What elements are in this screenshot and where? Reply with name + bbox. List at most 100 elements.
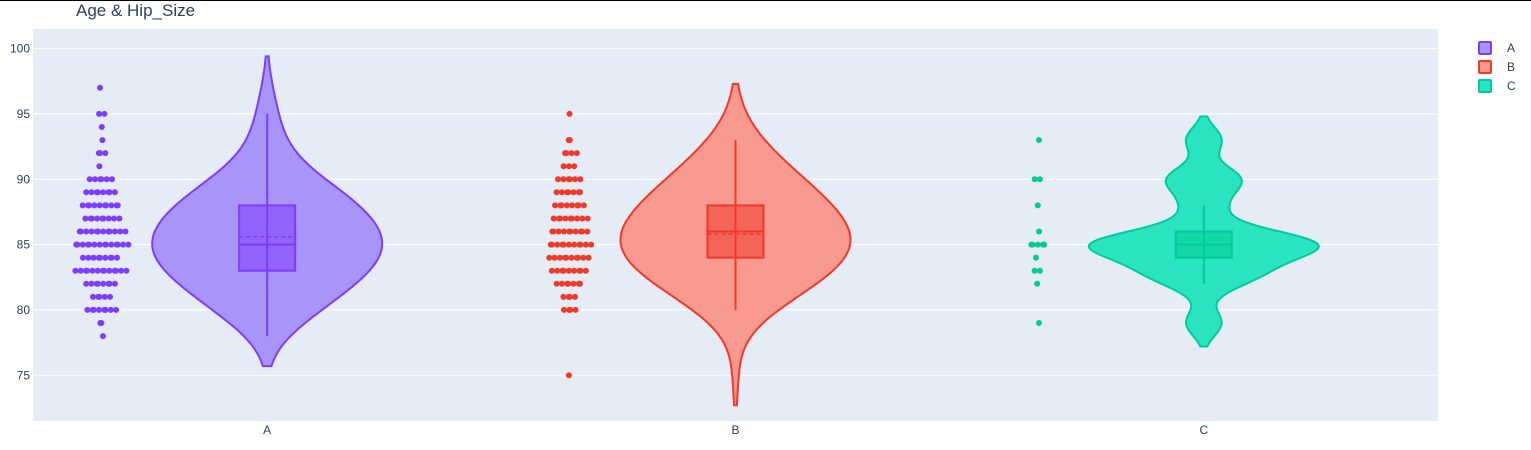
data-point-b: [588, 241, 595, 248]
data-point-b: [569, 202, 576, 209]
data-point-a: [108, 254, 115, 261]
y-tick-label-85: 85: [17, 238, 31, 252]
data-point-a: [117, 228, 124, 235]
y-axis-ticks: 75 80 85 90 95 100: [10, 42, 30, 383]
data-point-a: [102, 150, 109, 157]
data-point-b: [572, 306, 579, 313]
data-point-b: [552, 202, 559, 209]
data-point-c: [1034, 241, 1041, 248]
data-point-b: [570, 189, 577, 196]
data-point-b: [584, 228, 591, 235]
data-point-a: [103, 202, 110, 209]
legend-item-c[interactable]: C: [1478, 76, 1516, 95]
y-tick-label-80: 80: [17, 303, 31, 317]
data-point-a: [106, 267, 113, 274]
legend-item-a[interactable]: A: [1478, 38, 1516, 57]
data-point-a: [83, 280, 90, 287]
data-point-b: [567, 228, 574, 235]
violin-traces: [72, 55, 1320, 407]
data-point-a: [106, 228, 113, 235]
data-point-a: [72, 267, 79, 274]
data-point-b: [577, 189, 583, 196]
y-tick-label-75: 75: [17, 368, 31, 382]
data-point-a: [123, 267, 130, 274]
data-point-b: [565, 372, 572, 379]
data-point-b: [560, 293, 567, 300]
data-point-b: [577, 241, 584, 248]
legend-item-b[interactable]: B: [1478, 57, 1516, 76]
data-point-a: [94, 228, 101, 235]
data-point-a: [88, 280, 95, 287]
data-point-a: [116, 215, 123, 222]
data-point-b: [555, 176, 561, 183]
data-point-a: [98, 320, 105, 326]
data-point-a: [79, 202, 86, 209]
x-axis-ticks: A B C: [263, 423, 1208, 437]
data-point-c: [1034, 202, 1041, 209]
data-point-b: [571, 241, 578, 248]
data-point-b: [555, 228, 562, 235]
data-point-a: [84, 267, 91, 274]
data-point-a: [86, 202, 93, 209]
violin-trace-b: [546, 82, 852, 407]
legend-label-a: A: [1507, 40, 1516, 55]
data-point-b: [584, 215, 591, 222]
box-a: [238, 204, 297, 272]
data-point-a: [113, 306, 120, 313]
data-point-a: [90, 254, 97, 261]
data-point-b: [558, 189, 565, 196]
data-point-a: [96, 202, 103, 209]
data-point-a: [77, 228, 84, 235]
data-point-a: [98, 124, 105, 130]
data-point-a: [100, 228, 107, 235]
data-point-b: [572, 176, 578, 183]
data-point-a: [96, 110, 103, 117]
data-point-c: [1033, 254, 1039, 261]
data-point-c: [1036, 320, 1042, 326]
data-point-a: [94, 280, 101, 287]
data-point-b: [565, 189, 572, 196]
data-point-a: [100, 333, 106, 340]
data-point-b: [546, 254, 553, 261]
data-point-b: [572, 293, 578, 300]
data-point-b: [558, 202, 565, 209]
data-point-b: [568, 215, 575, 222]
data-point-a: [90, 293, 96, 300]
data-point-b: [582, 267, 589, 274]
data-point-a: [88, 228, 95, 235]
data-point-b: [557, 215, 564, 222]
data-point-a: [79, 241, 86, 248]
violin-trace-a: [72, 55, 384, 368]
data-point-a: [80, 254, 86, 261]
data-point-b: [572, 228, 579, 235]
data-point-a: [74, 241, 81, 248]
data-point-a: [106, 189, 113, 196]
data-point-c: [1034, 280, 1041, 287]
data-point-a: [105, 215, 112, 222]
data-point-a: [103, 176, 110, 183]
data-point-a: [99, 137, 106, 144]
data-point-b: [579, 228, 586, 235]
data-point-a: [120, 241, 127, 248]
data-point-a: [77, 267, 84, 274]
data-point-a: [82, 215, 89, 222]
data-point-a: [96, 241, 103, 248]
y-tick-label-90: 90: [17, 172, 31, 186]
legend-swatch-b: [1478, 59, 1492, 74]
data-point-b: [551, 254, 558, 261]
data-point-b: [579, 215, 586, 222]
data-point-a: [94, 267, 101, 274]
data-point-a: [101, 267, 108, 274]
data-point-b: [565, 163, 572, 170]
data-point-a: [83, 189, 90, 196]
data-point-a: [111, 228, 118, 235]
data-point-b: [565, 280, 572, 287]
data-point-a: [98, 176, 105, 183]
data-point-a: [114, 241, 121, 248]
data-point-b: [553, 280, 560, 287]
data-point-b: [553, 189, 560, 196]
data-point-a: [125, 241, 132, 248]
data-point-b: [575, 254, 581, 261]
data-point-b: [560, 176, 567, 183]
data-point-a: [89, 267, 96, 274]
